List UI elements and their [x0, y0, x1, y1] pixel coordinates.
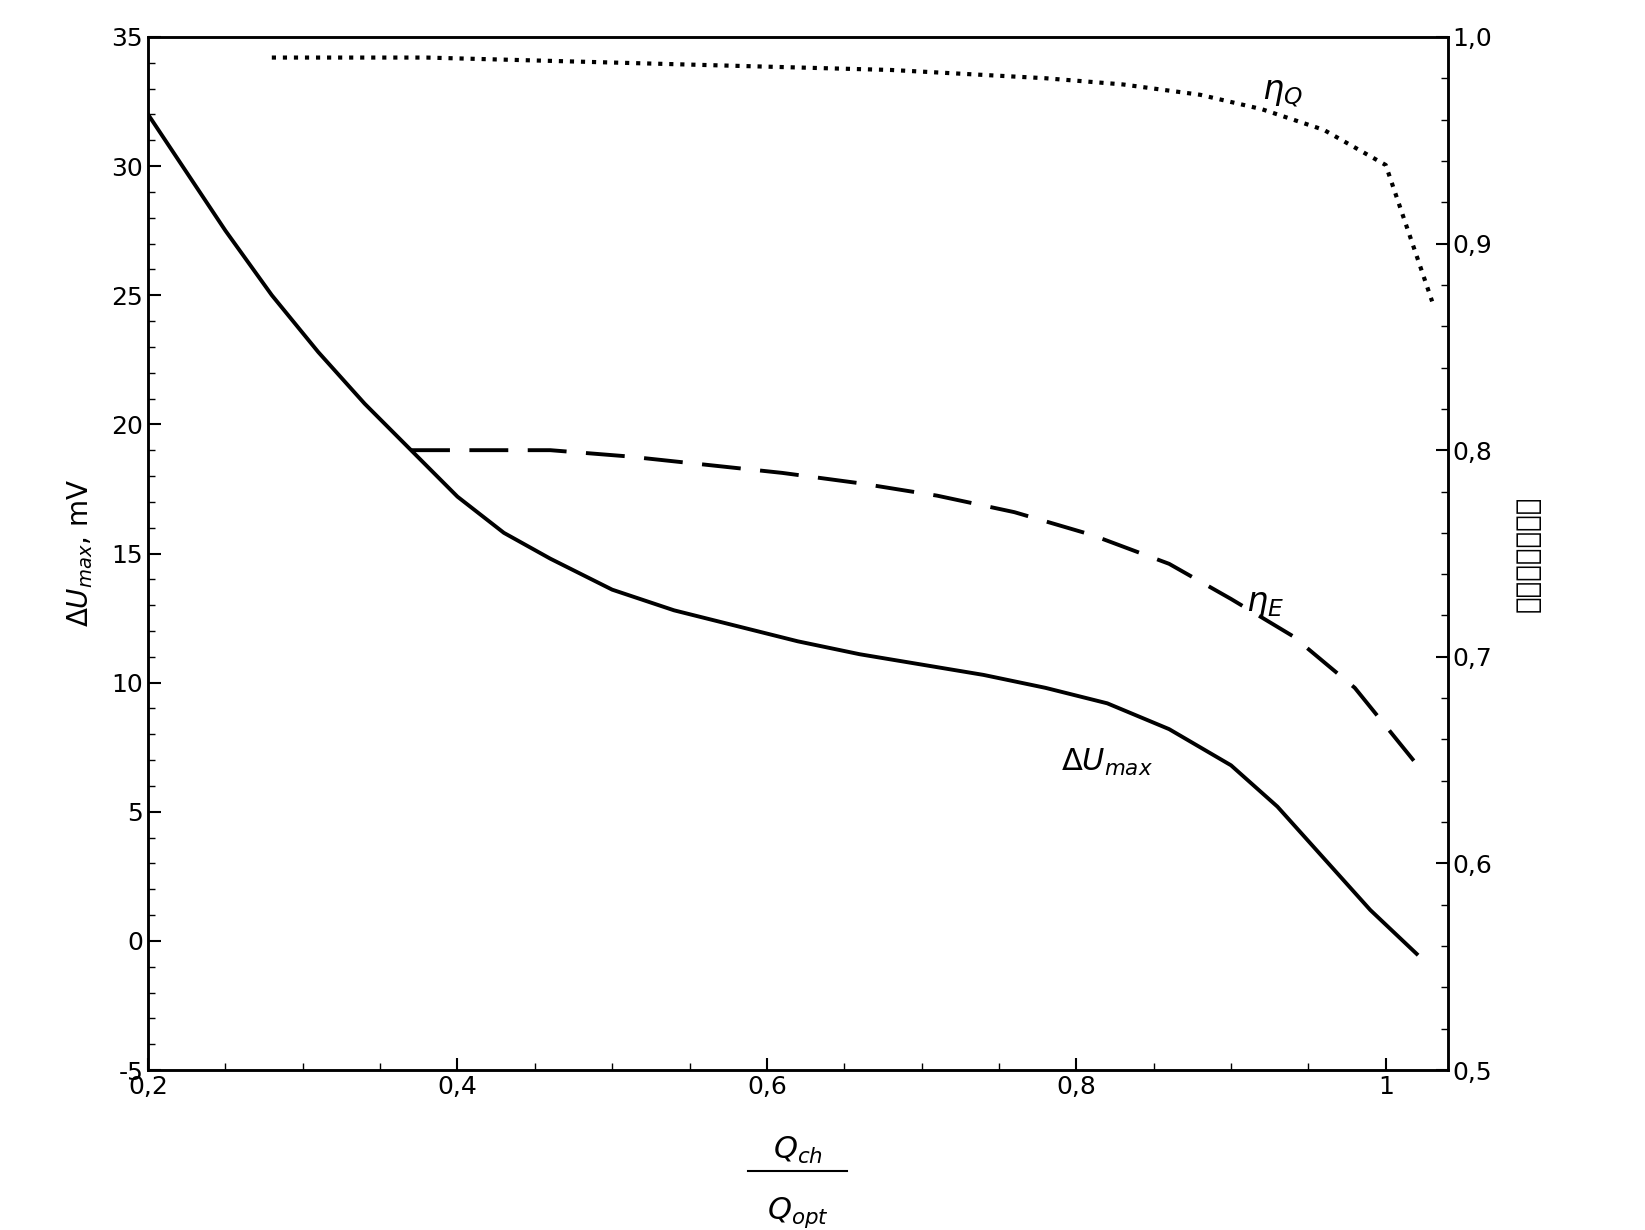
Text: $\eta_E$: $\eta_E$: [1247, 587, 1285, 620]
Y-axis label: 容量及能量效率: 容量及能量效率: [1513, 496, 1541, 611]
Y-axis label: $\Delta U_{max}$, mV: $\Delta U_{max}$, mV: [64, 480, 95, 627]
Text: $\eta_Q$: $\eta_Q$: [1262, 76, 1303, 109]
Text: $Q_{ch}$: $Q_{ch}$: [773, 1135, 822, 1166]
Text: $Q_{opt}$: $Q_{opt}$: [767, 1196, 829, 1230]
Text: $\Delta U_{max}$: $\Delta U_{max}$: [1061, 748, 1153, 779]
